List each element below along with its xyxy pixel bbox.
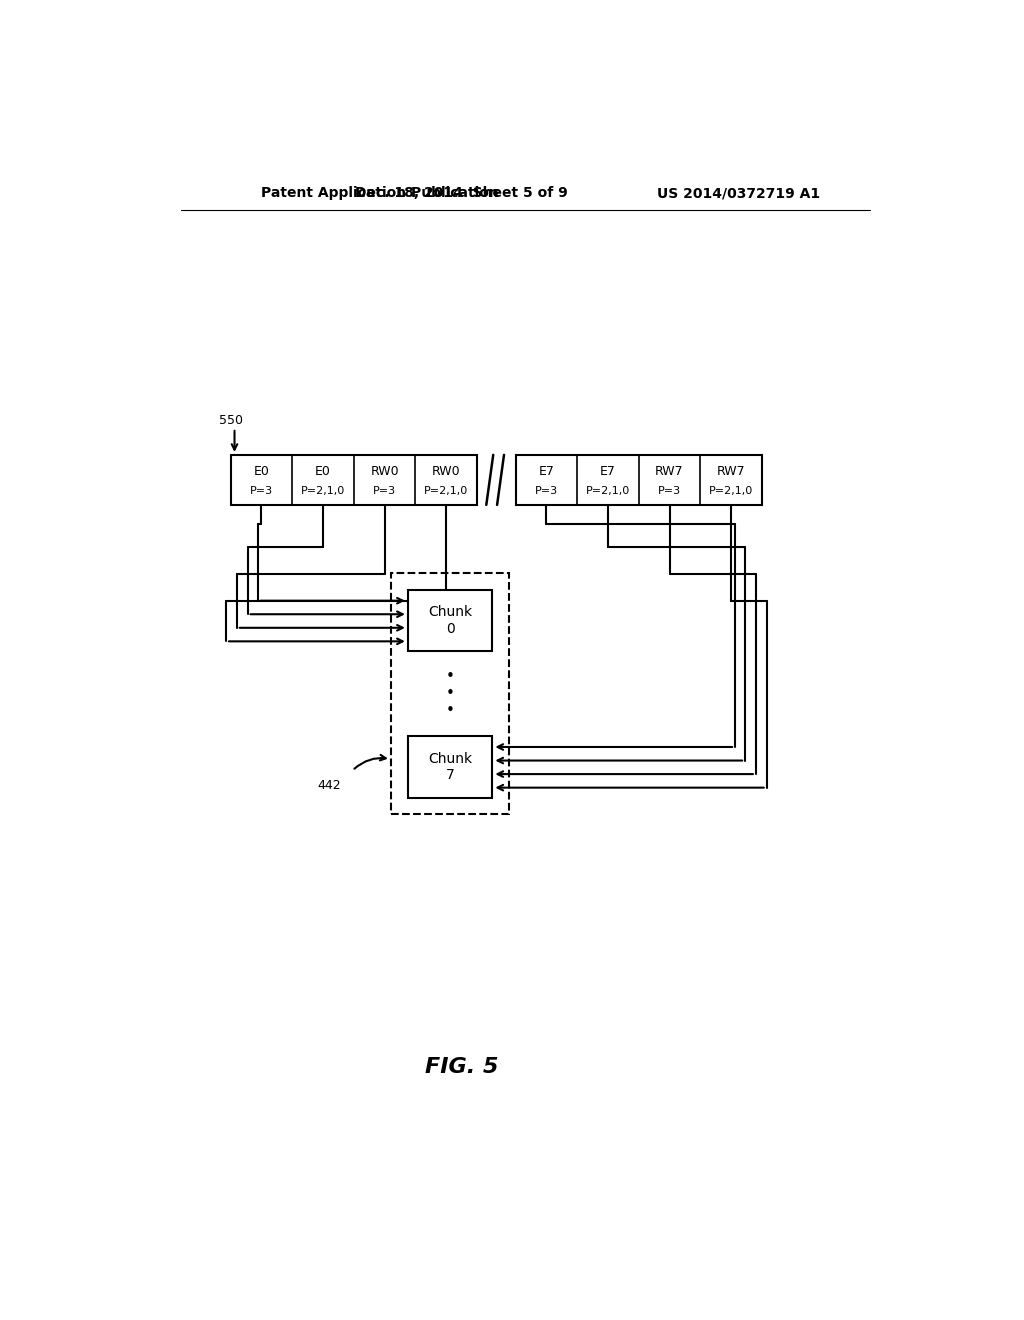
Text: P=3: P=3 [373,486,396,496]
Text: FIG. 5: FIG. 5 [425,1057,499,1077]
Text: E7: E7 [539,465,554,478]
Text: E7: E7 [600,465,615,478]
Text: US 2014/0372719 A1: US 2014/0372719 A1 [657,186,820,201]
Text: E0: E0 [315,465,331,478]
Text: RW0: RW0 [432,465,461,478]
Text: P=2,1,0: P=2,1,0 [586,486,630,496]
Text: •
•
•: • • • [445,669,455,718]
Text: P=2,1,0: P=2,1,0 [709,486,754,496]
Text: Dec. 18, 2014  Sheet 5 of 9: Dec. 18, 2014 Sheet 5 of 9 [355,186,568,201]
Text: 442: 442 [317,779,341,792]
Text: Chunk
7: Chunk 7 [428,751,472,781]
Text: P=3: P=3 [658,486,681,496]
Bar [391,573,509,814]
Text: Chunk
0: Chunk 0 [428,606,472,635]
Text: Patent Application Publication: Patent Application Publication [261,186,500,201]
Bar [515,455,762,506]
Bar [408,737,493,797]
Text: RW7: RW7 [717,465,745,478]
Text: RW7: RW7 [655,465,684,478]
Text: RW0: RW0 [371,465,399,478]
Text: P=3: P=3 [250,486,273,496]
Text: P=2,1,0: P=2,1,0 [424,486,468,496]
Bar [230,455,477,506]
Text: E0: E0 [254,465,269,478]
Bar [408,590,493,651]
Text: P=2,1,0: P=2,1,0 [301,486,345,496]
Text: P=3: P=3 [535,486,558,496]
Text: 550: 550 [219,413,243,426]
